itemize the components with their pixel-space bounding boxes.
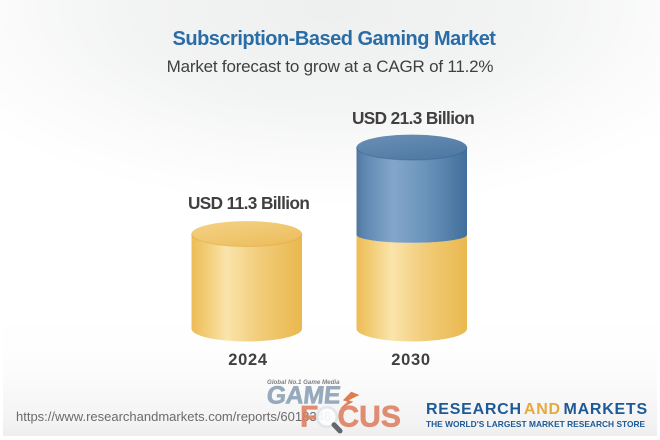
svg-text:GAME: GAME (265, 382, 341, 410)
svg-text:F: F (300, 401, 318, 434)
svg-text:CUS: CUS (338, 401, 401, 434)
svg-text:Global No.1 Game Media: Global No.1 Game Media (267, 379, 340, 386)
